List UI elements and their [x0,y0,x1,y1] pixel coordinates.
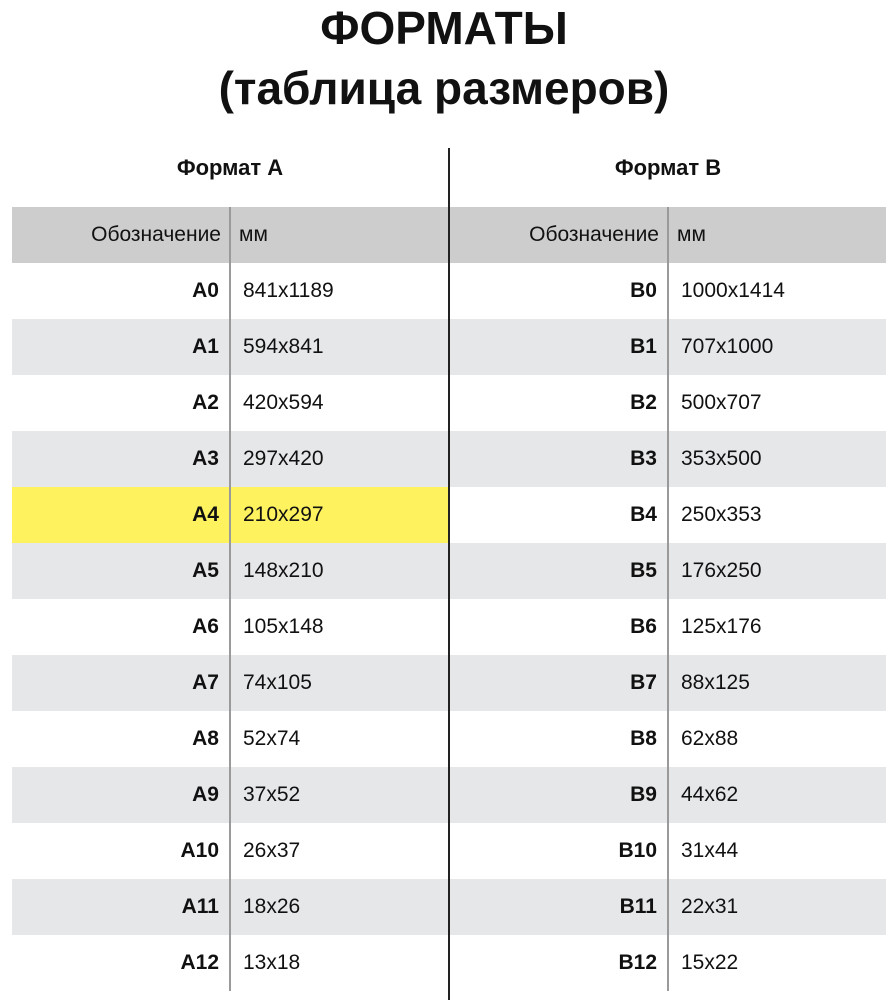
format-name: A8 [12,711,231,767]
format-name: B10 [450,823,669,879]
format-name: A2 [12,375,231,431]
table-row: B2 500x707 [450,375,886,431]
format-a-table: Формат А Обозначение мм A0 841x1189 A1 5… [12,148,448,991]
format-size: 44x62 [681,783,739,806]
table-row: B4 250x353 [450,487,886,543]
format-size: 297x420 [243,447,324,470]
column-header-mm: мм [677,223,706,246]
table-row: B3 353x500 [450,431,886,487]
table-row: B12 15x22 [450,935,886,991]
page-title: ФОРМАТЫ [320,2,568,54]
table-row: A0 841x1189 [12,263,448,319]
table-row: B10 31x44 [450,823,886,879]
format-name: A0 [12,263,231,319]
format-size: 176x250 [681,559,762,582]
table-row: A1 594x841 [12,319,448,375]
table-row: A4 210x297 [12,487,448,543]
format-name: B2 [450,375,669,431]
format-size: 353x500 [681,447,762,470]
table-heading: Формат А [176,155,284,180]
format-name: B1 [450,319,669,375]
format-size: 125x176 [681,615,762,638]
format-size: 707x1000 [681,335,774,358]
format-name: A12 [12,935,231,991]
column-header-designation: Обозначение [12,207,231,263]
format-size: 594x841 [243,335,324,358]
page-subtitle: (таблица размеров) [218,62,670,114]
format-name: A1 [12,319,231,375]
table-row: A3 297x420 [12,431,448,487]
format-size: 841x1189 [243,279,334,302]
table-row: B6 125x176 [450,599,886,655]
format-name: B6 [450,599,669,655]
format-size: 26x37 [243,839,301,862]
table-row: A11 18x26 [12,879,448,935]
format-name: B5 [450,543,669,599]
table-row: A6 105x148 [12,599,448,655]
format-size: 74x105 [243,671,312,694]
format-name: B11 [450,879,669,935]
format-size: 88x125 [681,671,750,694]
table-row: B7 88x125 [450,655,886,711]
format-name: A11 [12,879,231,935]
table-row: A10 26x37 [12,823,448,879]
table-row: B9 44x62 [450,767,886,823]
table-row: B11 22x31 [450,879,886,935]
table-row: A5 148x210 [12,543,448,599]
table-row: B5 176x250 [450,543,886,599]
format-name: A7 [12,655,231,711]
table-heading: Формат В [614,155,722,180]
format-name: A9 [12,767,231,823]
format-size: 22x31 [681,895,739,918]
table-row: A12 13x18 [12,935,448,991]
format-name: A5 [12,543,231,599]
table-row: A9 37x52 [12,767,448,823]
format-size: 420x594 [243,391,324,414]
center-divider [448,148,450,1000]
format-name: B12 [450,935,669,991]
format-size: 37x52 [243,783,301,806]
format-size: 18x26 [243,895,301,918]
format-name: B0 [450,263,669,319]
column-header-designation: Обозначение [450,207,669,263]
table-header-row: Обозначение мм [450,207,886,263]
table-row: B8 62x88 [450,711,886,767]
format-name: A10 [12,823,231,879]
format-size: 148x210 [243,559,324,582]
format-name: A3 [12,431,231,487]
table-row: A2 420x594 [12,375,448,431]
table-row: B0 1000x1414 [450,263,886,319]
format-name: A4 [12,487,231,543]
format-size: 500x707 [681,391,762,414]
format-name: A6 [12,599,231,655]
format-size: 105x148 [243,615,324,638]
table-row: B1 707x1000 [450,319,886,375]
column-header-mm: мм [239,223,268,246]
format-name: B7 [450,655,669,711]
table-row: A7 74x105 [12,655,448,711]
format-b-table: Формат В Обозначение мм B0 1000x1414 B1 … [450,148,886,991]
table-row: A8 52x74 [12,711,448,767]
format-name: B4 [450,487,669,543]
format-size: 13x18 [243,951,301,974]
format-size: 31x44 [681,839,739,862]
format-size: 52x74 [243,727,301,750]
format-size: 1000x1414 [681,279,785,302]
format-size: 210x297 [243,503,324,526]
table-header-row: Обозначение мм [12,207,448,263]
format-name: B9 [450,767,669,823]
format-size: 62x88 [681,727,739,750]
format-name: B3 [450,431,669,487]
format-size: 250x353 [681,503,762,526]
format-name: B8 [450,711,669,767]
format-size: 15x22 [681,951,739,974]
